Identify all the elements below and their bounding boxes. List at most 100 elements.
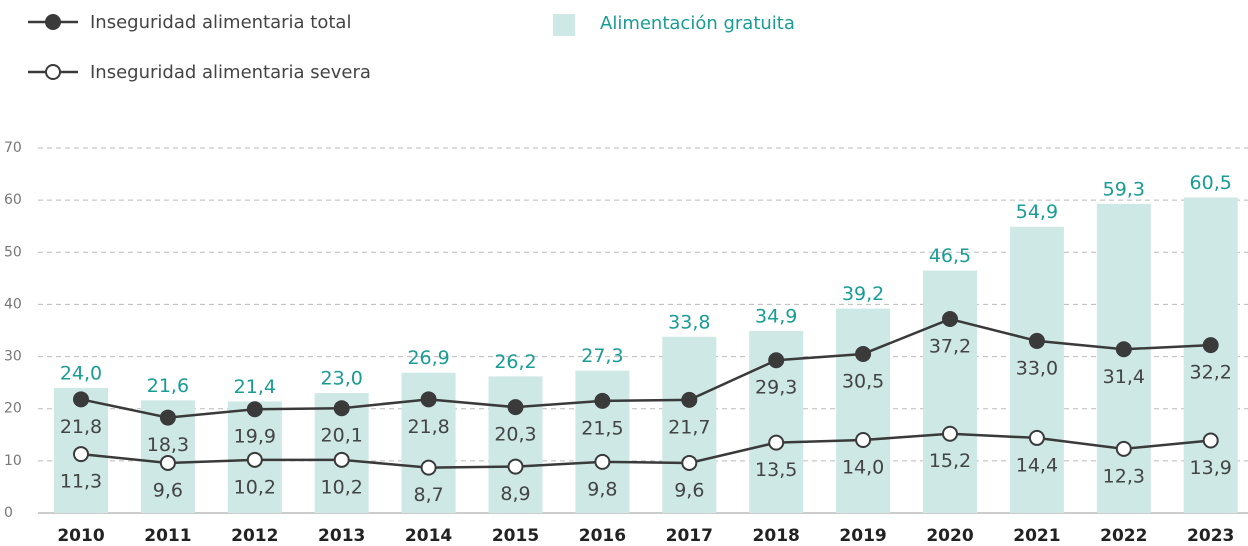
x-tick-label: 2010 bbox=[57, 526, 104, 546]
point bbox=[1028, 332, 1045, 349]
legend-label: Inseguridad alimentaria total bbox=[90, 12, 351, 33]
point-value-label: 14,4 bbox=[1016, 454, 1058, 476]
point bbox=[1202, 432, 1219, 449]
y-tick-label: 40 bbox=[4, 296, 22, 312]
x-tick-label: 2012 bbox=[231, 526, 278, 546]
point-value-label: 10,2 bbox=[321, 476, 363, 498]
point bbox=[73, 446, 89, 463]
point-value-label: 10,2 bbox=[234, 476, 276, 498]
x-tick-label: 2021 bbox=[1013, 526, 1060, 546]
point-value-label: 21,5 bbox=[581, 417, 623, 439]
legend-label: Alimentación gratuita bbox=[600, 13, 795, 34]
y-tick-label: 30 bbox=[4, 349, 22, 365]
point-value-label: 9,6 bbox=[674, 479, 704, 501]
bar-value-label: 60,5 bbox=[1190, 172, 1232, 194]
point bbox=[681, 391, 698, 408]
point-value-label: 20,3 bbox=[494, 424, 536, 446]
bar-value-label: 46,5 bbox=[929, 245, 971, 267]
point bbox=[507, 399, 524, 416]
point-value-label: 12,3 bbox=[1103, 465, 1145, 487]
point bbox=[333, 451, 350, 468]
y-tick-label: 10 bbox=[4, 453, 22, 469]
y-tick-label: 20 bbox=[4, 401, 22, 417]
bar-value-label: 33,8 bbox=[668, 311, 710, 333]
y-tick-label: 60 bbox=[4, 192, 22, 208]
bar-value-label: 34,9 bbox=[755, 306, 797, 328]
y-tick-label: 70 bbox=[4, 140, 22, 156]
x-tick-label: 2018 bbox=[753, 526, 800, 546]
x-tick-label: 2016 bbox=[579, 526, 626, 546]
point-value-label: 21,8 bbox=[407, 416, 449, 438]
point-value-label: 32,2 bbox=[1190, 362, 1232, 384]
bar bbox=[1096, 203, 1151, 514]
bar bbox=[1009, 226, 1064, 513]
point bbox=[768, 434, 785, 451]
bar-value-label: 26,2 bbox=[494, 351, 536, 373]
legend-label: Inseguridad alimentaria severa bbox=[90, 62, 371, 83]
point-value-label: 14,0 bbox=[842, 457, 884, 479]
bar-value-label: 39,2 bbox=[842, 283, 884, 305]
point bbox=[1202, 337, 1219, 354]
line bbox=[80, 317, 1211, 419]
bar-value-label: 24,0 bbox=[60, 362, 102, 384]
point bbox=[768, 352, 785, 369]
point-value-label: 13,9 bbox=[1190, 457, 1232, 479]
point-value-label: 21,8 bbox=[60, 416, 102, 438]
point-value-label: 11,3 bbox=[60, 471, 102, 493]
point-value-label: 15,2 bbox=[929, 450, 971, 472]
point bbox=[594, 453, 611, 470]
legend-marker bbox=[45, 64, 61, 80]
point-value-label: 33,0 bbox=[1016, 357, 1058, 379]
point bbox=[594, 392, 611, 409]
point-value-label: 18,3 bbox=[147, 434, 189, 456]
point-value-label: 8,7 bbox=[413, 484, 443, 506]
point bbox=[855, 345, 872, 362]
point-value-label: 13,5 bbox=[755, 459, 797, 481]
bar-value-label: 59,3 bbox=[1103, 178, 1145, 200]
point bbox=[420, 459, 437, 476]
point bbox=[73, 391, 89, 408]
bar-value-label: 21,4 bbox=[234, 376, 276, 398]
x-tick-label: 2011 bbox=[144, 526, 191, 546]
x-tick-label: 2013 bbox=[318, 526, 365, 546]
x-tick-label: 2019 bbox=[839, 526, 886, 546]
bar-value-label: 54,9 bbox=[1016, 201, 1058, 223]
point bbox=[246, 401, 263, 418]
x-tick-label: 2020 bbox=[926, 526, 973, 546]
point-value-label: 9,6 bbox=[153, 479, 183, 501]
bar bbox=[923, 270, 977, 513]
bar-value-label: 27,3 bbox=[581, 345, 623, 367]
point bbox=[1115, 440, 1132, 457]
bar-value-label: 26,9 bbox=[407, 347, 449, 369]
point-value-label: 30,5 bbox=[842, 370, 884, 392]
point-value-label: 19,9 bbox=[234, 426, 276, 448]
point bbox=[1115, 341, 1132, 358]
point bbox=[246, 451, 263, 468]
point bbox=[855, 432, 872, 448]
line bbox=[80, 432, 1211, 469]
y-tick-label: 50 bbox=[4, 244, 22, 260]
point-value-label: 21,7 bbox=[668, 416, 710, 438]
bar bbox=[662, 336, 717, 513]
y-tick-label: 0 bbox=[4, 505, 13, 521]
bar-value-label: 23,0 bbox=[321, 368, 363, 390]
point bbox=[942, 425, 958, 442]
point-value-label: 9,8 bbox=[587, 478, 617, 500]
point bbox=[942, 311, 958, 328]
point bbox=[420, 391, 437, 408]
point bbox=[159, 409, 176, 426]
point bbox=[681, 454, 698, 471]
point-value-label: 31,4 bbox=[1103, 366, 1145, 388]
point-value-label: 29,3 bbox=[755, 377, 797, 399]
x-tick-label: 2015 bbox=[492, 526, 539, 546]
bar bbox=[836, 308, 891, 513]
point bbox=[333, 400, 350, 417]
point bbox=[159, 454, 176, 471]
bar-value-label: 21,6 bbox=[147, 375, 189, 397]
x-tick-label: 2017 bbox=[666, 526, 713, 546]
point-value-label: 20,1 bbox=[321, 425, 363, 447]
point bbox=[507, 458, 524, 475]
bar bbox=[1183, 197, 1238, 514]
x-tick-label: 2023 bbox=[1187, 526, 1234, 546]
